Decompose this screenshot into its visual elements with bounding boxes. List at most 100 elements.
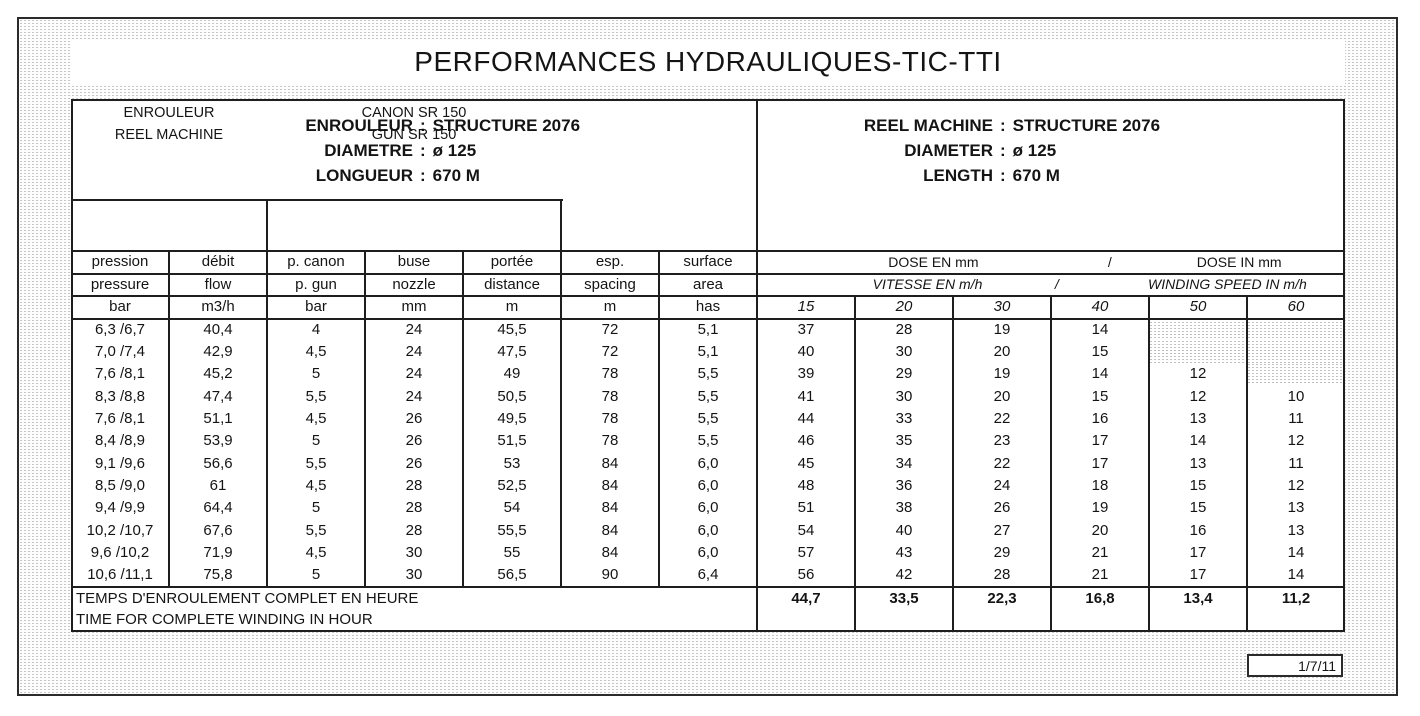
table-cell: 13 xyxy=(1287,521,1305,539)
header-label: LONGUEUR xyxy=(315,165,413,185)
performance-table: ENROULEUR: STRUCTURE 2076 DIAMETRE: ø 125 … xyxy=(71,99,1345,632)
table-cell: 55 xyxy=(503,543,521,561)
table-cell: 33,5 xyxy=(889,590,919,607)
table-cell: 13 xyxy=(1189,454,1207,472)
table-cell: m3/h xyxy=(201,298,235,315)
table-cell: 28 xyxy=(993,566,1011,584)
table-cell: 72 xyxy=(601,342,619,360)
table-cell: 51,1 xyxy=(203,409,233,427)
table-cell: 49 xyxy=(503,365,521,383)
table-cell: 24 xyxy=(405,320,423,338)
table-cell: 47,5 xyxy=(497,342,527,360)
table-cell: 15 xyxy=(1189,476,1207,494)
table-cell: 20 xyxy=(993,342,1011,360)
column-headers-en: pressure flow p. gun nozzle distance spacing a… xyxy=(71,273,757,295)
table-cell: 35 xyxy=(895,432,913,450)
machine-header-en: REEL MACHINE: STRUCTURE 2076 DIAMETER: ø 1… xyxy=(757,99,1345,201)
table-cell: 84 xyxy=(601,543,619,561)
speed-header-row: VITESSE EN m/h / WINDING SPEED IN m/h xyxy=(757,273,1345,295)
table-cell: 22,3 xyxy=(987,590,1017,607)
header-value: STRUCTURE 2076 xyxy=(432,115,581,135)
table-cell: surface xyxy=(683,253,733,270)
grid-line xyxy=(168,250,170,586)
grid-line xyxy=(71,199,563,201)
table-cell: 9,4 /9,9 xyxy=(94,499,146,517)
table-cell: 51 xyxy=(797,499,815,517)
table-cell: 40 xyxy=(797,342,815,360)
table-cell: 5,5 xyxy=(305,521,327,539)
table-cell: 8,3 /8,8 xyxy=(94,387,146,405)
table-cell: 40 xyxy=(1091,298,1109,315)
header-value: 670 M xyxy=(1012,165,1060,185)
table-cell: 53 xyxy=(503,454,521,472)
table-cell: 29 xyxy=(993,543,1011,561)
table-cell: has xyxy=(695,298,721,315)
table-cell: 84 xyxy=(601,499,619,517)
table-cell: 84 xyxy=(601,521,619,539)
table-cell: 75,8 xyxy=(203,566,233,584)
dose-label-en: DOSE IN mm xyxy=(1196,253,1282,270)
table-cell: 4 xyxy=(311,320,321,338)
table-cell: 26 xyxy=(405,409,423,427)
table-cell: p. canon xyxy=(287,253,345,270)
header-value: ø 125 xyxy=(1012,140,1057,160)
table-cell: mm xyxy=(401,298,427,315)
header-line: DIAMETRE: ø 125 xyxy=(71,138,757,163)
table-cell: 42 xyxy=(895,566,913,584)
table-cell: 4,5 xyxy=(305,342,327,360)
table-cell: m xyxy=(603,298,617,315)
table-cell: 5 xyxy=(311,432,321,450)
table-cell: esp. xyxy=(595,253,625,270)
grid-line xyxy=(1050,295,1052,632)
table-cell: 15 xyxy=(797,298,815,315)
table-cell: 60 xyxy=(1287,298,1305,315)
table-cell: 43 xyxy=(895,543,913,561)
table-cell: 9,6 /10,2 xyxy=(90,543,150,561)
table-cell: 4,5 xyxy=(305,409,327,427)
gun-label-en: GUN SR 150 xyxy=(371,126,457,143)
column-headers-units: bar m3/h bar mm m m has xyxy=(71,295,757,318)
grid-line xyxy=(1246,295,1248,632)
table-cell: 5,5 xyxy=(697,432,719,450)
table-cell: 5,1 xyxy=(697,342,719,360)
table-cell: spacing xyxy=(584,275,636,293)
table-cell: 14 xyxy=(1287,543,1305,561)
table-cell: 28 xyxy=(405,476,423,494)
table-cell: 21 xyxy=(1091,566,1109,584)
table-cell: 30 xyxy=(405,566,423,584)
header-line: ENROULEUR: STRUCTURE 2076 xyxy=(71,113,757,138)
empty-cell xyxy=(1149,340,1247,363)
table-cell: 6,0 xyxy=(697,521,719,539)
table-cell: 11 xyxy=(1288,409,1304,427)
table-cell: 30 xyxy=(895,387,913,405)
table-cell: 19 xyxy=(993,365,1011,383)
winding-time-label-en: TIME FOR COMPLETE WINDING IN HOUR xyxy=(76,611,373,628)
table-cell: 55,5 xyxy=(497,521,527,539)
table-cell: 12 xyxy=(1189,387,1207,405)
table-cell: 17 xyxy=(1091,454,1109,472)
header-line: DIAMETER: ø 125 xyxy=(757,138,1345,163)
table-cell: 28 xyxy=(405,521,423,539)
table-cell: 37 xyxy=(797,320,815,338)
grid-line xyxy=(71,318,1345,320)
table-cell: 10,2 /10,7 xyxy=(86,521,154,539)
header-line: LENGTH:670 M xyxy=(757,163,1345,188)
table-cell: 90 xyxy=(601,566,619,584)
table-cell: 6,0 xyxy=(697,499,719,517)
table-cell: 7,6 /8,1 xyxy=(94,409,146,427)
header-sep: : xyxy=(1000,115,1006,135)
grid-line xyxy=(71,586,1345,588)
table-cell: 6,3 /6,7 xyxy=(94,320,146,338)
page-number-box: 1/7/11 xyxy=(1247,654,1343,677)
table-cell: area xyxy=(692,275,724,293)
table-cell: 29 xyxy=(895,365,913,383)
table-cell: 56 xyxy=(797,566,815,584)
table-cell: 40,4 xyxy=(203,320,233,338)
dose-label-fr: DOSE EN mm xyxy=(888,253,979,270)
grid-line xyxy=(952,295,954,632)
table-cell: 20 xyxy=(993,387,1011,405)
table-cell: 46 xyxy=(797,432,815,450)
table-cell: 72 xyxy=(601,320,619,338)
table-cell: 53,9 xyxy=(203,432,233,450)
table-cell: 4,5 xyxy=(305,543,327,561)
